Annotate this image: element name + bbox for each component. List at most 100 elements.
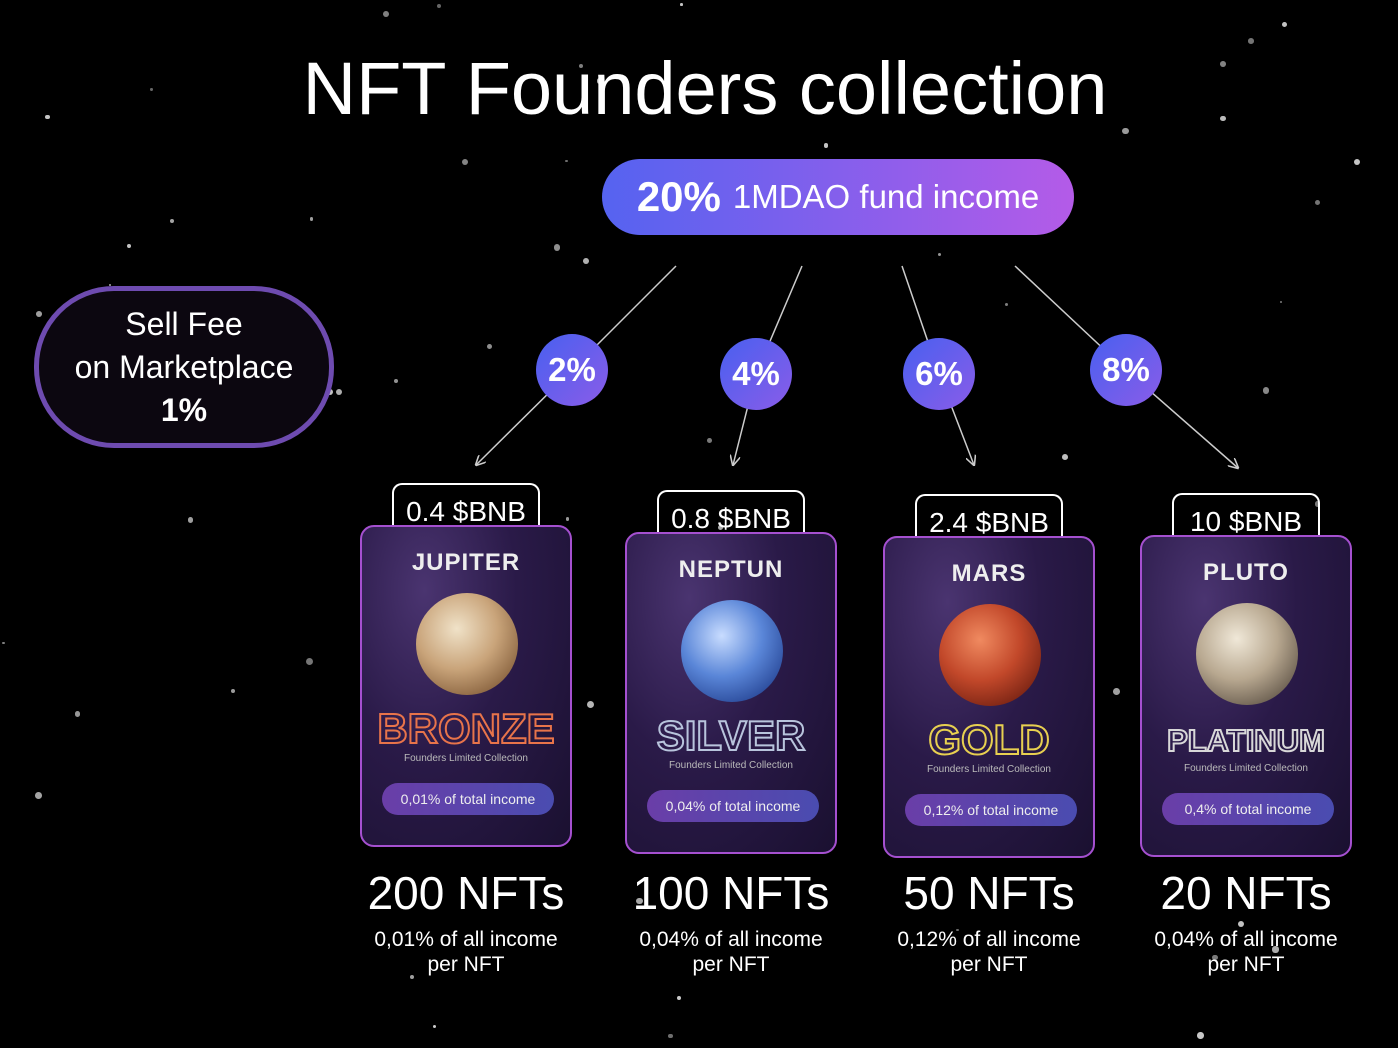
star (587, 700, 595, 708)
star (126, 243, 132, 248)
star (1248, 38, 1255, 45)
planet-image (1196, 603, 1298, 705)
note-line: per NFT (1207, 953, 1285, 976)
star (1212, 955, 1218, 961)
star (680, 3, 683, 6)
star (1219, 115, 1226, 122)
star (36, 310, 42, 317)
planet-name: MARS (951, 560, 1027, 587)
note-line: per NFT (692, 953, 770, 976)
star (596, 78, 602, 84)
star (1272, 946, 1279, 953)
fund-percent: 20% (636, 173, 721, 220)
card-subtitle: Founders Limited Collection (927, 764, 1051, 775)
nft-card: NEPTUN SILVER Founders Limited Collection 0… (625, 532, 837, 854)
star (1314, 501, 1321, 508)
star (565, 159, 568, 163)
nft-card: PLUTO PLATINUM Founders Limited Collection… (1140, 535, 1352, 857)
fee-value: 1% (160, 391, 208, 428)
income-pill: 0,12% of total income (905, 794, 1077, 826)
star (433, 1024, 437, 1028)
share-badge: 8% (1090, 334, 1162, 406)
star (717, 525, 723, 531)
planet-image (681, 600, 783, 702)
star (1220, 60, 1226, 67)
star (1354, 158, 1361, 165)
note-line: 0,12% of all income (897, 928, 1081, 951)
star (1061, 454, 1068, 461)
star (108, 283, 112, 287)
star (2, 641, 5, 644)
planet-name: NEPTUN (678, 556, 784, 583)
star (35, 792, 42, 800)
income-note: 0,04% of all income per NFT (1116, 927, 1376, 977)
star (45, 114, 50, 120)
fund-pill: 20% 1MDAO fund income (602, 159, 1074, 235)
star (1262, 387, 1270, 394)
star (824, 143, 829, 148)
star (437, 4, 442, 9)
income-pill: 0,01% of total income (382, 783, 554, 815)
nft-count: 200 NFTs (367, 867, 565, 919)
star (1237, 920, 1245, 928)
note-line: 0,01% of all income (374, 928, 558, 951)
star (677, 995, 682, 1000)
fund-label: 1MDAO fund income (732, 178, 1040, 215)
share-badge: 6% (903, 338, 975, 410)
income-note: 0,04% of all income per NFT (601, 927, 861, 977)
star (382, 10, 389, 17)
nft-count: 100 NFTs (632, 867, 830, 919)
star (707, 438, 713, 444)
planet-name: JUPITER (411, 549, 521, 576)
price-tab: 2.4 $BNB (915, 494, 1063, 546)
star (668, 1033, 673, 1039)
share-badge: 2% (536, 334, 608, 406)
star (1314, 199, 1320, 205)
note-line: 0,04% of all income (639, 928, 823, 951)
income-note: 0,12% of all income per NFT (859, 927, 1119, 977)
planet-image (416, 593, 518, 695)
tier-name: GOLD (927, 715, 1050, 764)
star (578, 63, 583, 68)
star (74, 711, 81, 717)
fee-line: on Marketplace (74, 348, 294, 385)
star (394, 379, 399, 384)
star (487, 343, 493, 349)
star (1279, 300, 1282, 303)
star (309, 217, 313, 221)
nft-card: JUPITER BRONZE Founders Limited Collection… (360, 525, 572, 847)
star (409, 974, 414, 979)
tier-name: BRONZE (376, 704, 555, 753)
star (565, 516, 570, 521)
star (1113, 688, 1121, 696)
star (636, 897, 643, 905)
card-subtitle: Founders Limited Collection (404, 753, 528, 764)
star (553, 244, 561, 251)
note-line: per NFT (427, 953, 505, 976)
nft-card: MARS GOLD Founders Limited Collection 0,12%… (883, 536, 1095, 858)
note-line: 0,04% of all income (1154, 928, 1338, 951)
star (461, 158, 468, 165)
star (150, 88, 153, 91)
fee-line: Sell Fee (125, 305, 243, 342)
share-badge: 4% (720, 338, 792, 410)
card-subtitle: Founders Limited Collection (669, 760, 793, 771)
star (583, 258, 590, 264)
tier-name: PLATINUM (1166, 722, 1326, 759)
star (336, 389, 343, 396)
star (1229, 878, 1236, 885)
planet-image (939, 604, 1041, 706)
planet-name: PLUTO (1203, 559, 1289, 586)
sell-fee: Sell Fee on Marketplace 1% (34, 286, 334, 448)
star (1122, 127, 1129, 135)
income-pill: 0,4% of total income (1162, 793, 1334, 825)
star (305, 657, 313, 665)
nft-count: 20 NFTs (1160, 867, 1332, 919)
star (956, 928, 959, 932)
tier-name: SILVER (656, 711, 807, 760)
note-line: per NFT (950, 953, 1028, 976)
title: NFT Founders collection (302, 47, 1108, 130)
star (1197, 1032, 1204, 1039)
star (1281, 21, 1287, 27)
